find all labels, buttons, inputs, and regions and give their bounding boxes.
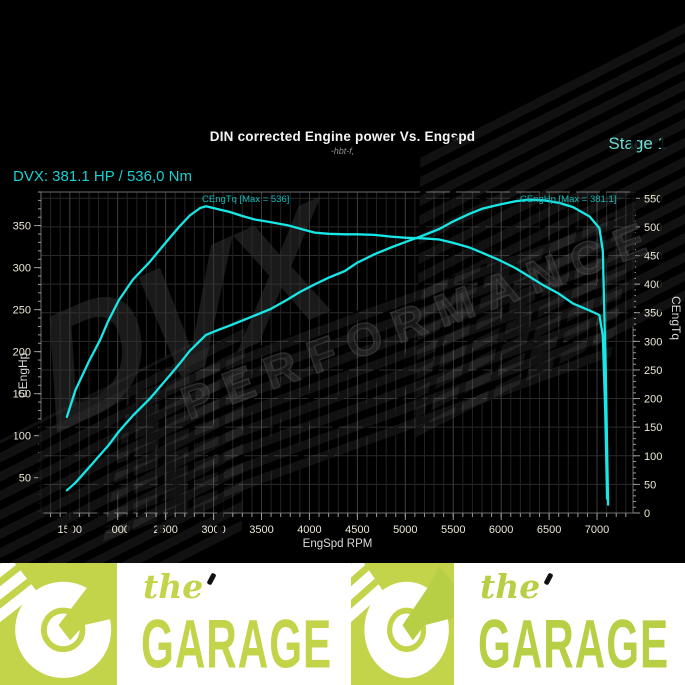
garage-g-wrench-icon [351, 563, 454, 685]
garage-logo-tile: the GARAGE [351, 563, 685, 685]
garage-banner: the GARAGE the GARAGE [0, 563, 685, 685]
the-accent-mark [206, 572, 217, 586]
x-axis-title: EngSpd RPM [302, 538, 373, 550]
the-script-text: the [143, 567, 204, 606]
the-accent-mark [543, 572, 554, 586]
svg-text:6000: 6000 [489, 524, 513, 536]
svg-text:5000: 5000 [393, 524, 417, 536]
svg-text:150: 150 [13, 389, 31, 401]
torque-max-annotation: CEngTq [Max = 536] [202, 194, 290, 205]
svg-text:150: 150 [644, 422, 662, 434]
svg-text:5500: 5500 [441, 524, 465, 536]
svg-text:7000: 7000 [585, 524, 609, 536]
svg-text:300: 300 [13, 263, 31, 275]
garage-g-wrench-icon [0, 563, 117, 685]
svg-text:250: 250 [644, 365, 662, 377]
svg-text:3500: 3500 [249, 524, 273, 536]
CEngTq-curve [65, 205, 609, 500]
svg-text:4500: 4500 [345, 524, 369, 536]
svg-text:6500: 6500 [537, 524, 561, 536]
chart-subtitle: -hbt-f, [330, 146, 355, 156]
garage-logo-tile: the GARAGE [0, 563, 351, 685]
right-axis-title: CEngTq [669, 296, 683, 341]
garage-wordmark: the GARAGE [117, 563, 351, 685]
svg-text:200: 200 [644, 394, 662, 406]
chart-curves-layer [65, 198, 610, 506]
svg-text:200: 200 [13, 347, 31, 359]
CEngHp-curve [65, 198, 610, 506]
svg-text:250: 250 [13, 305, 31, 317]
garage-text: GARAGE [141, 607, 333, 683]
power-max-annotation: CEngHp [Max = 381.1] [520, 194, 617, 205]
the-script-text: the [480, 567, 541, 606]
svg-text:100: 100 [644, 451, 662, 463]
garage-wordmark: the GARAGE [454, 563, 685, 685]
garage-text: GARAGE [478, 607, 670, 683]
svg-text:4000: 4000 [297, 524, 321, 536]
svg-text:300: 300 [644, 336, 662, 348]
svg-text:350: 350 [13, 221, 31, 233]
power-torque-readout: DVX: 381.1 HP / 536,0 Nm [13, 168, 192, 185]
left-axis-title: CEngHp [16, 352, 30, 398]
svg-text:0: 0 [644, 508, 650, 520]
svg-text:50: 50 [644, 479, 656, 491]
chart-title: DIN corrected Engine power Vs. Engspd [209, 129, 476, 144]
